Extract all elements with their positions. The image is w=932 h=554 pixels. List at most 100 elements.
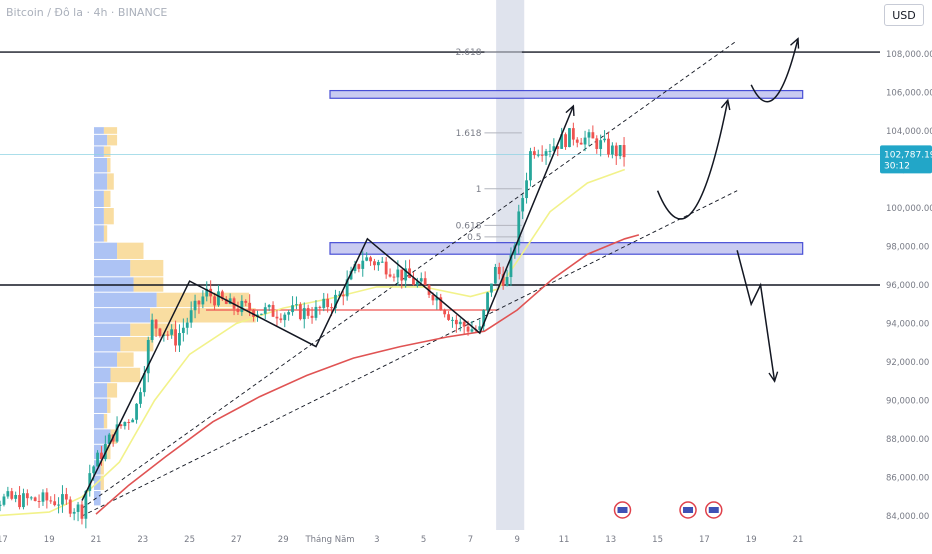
candle-up [131, 419, 135, 423]
candle-up [353, 264, 357, 271]
candle-up [142, 373, 146, 393]
time-axis [0, 530, 932, 550]
time-tick-label: 19 [746, 535, 757, 545]
candle-down [220, 291, 224, 300]
candle-down [33, 497, 37, 501]
supply-demand-zone [329, 89, 804, 99]
candle-up [529, 151, 532, 181]
volume-profile-bar-down [103, 444, 111, 460]
candle-up [552, 146, 556, 151]
time-tick-label: 17 [0, 535, 8, 545]
candle-down [564, 134, 567, 148]
candle-down [224, 299, 228, 304]
candle-down [556, 146, 560, 149]
candle-up [88, 473, 92, 491]
time-tick-label: 7 [468, 535, 473, 545]
candle-up [337, 294, 341, 296]
candle-up [603, 138, 606, 141]
candle-down [244, 300, 248, 303]
price-tick-label: 94,000.00 [886, 320, 929, 330]
candle-up [513, 245, 517, 256]
candles-layer [0, 122, 626, 529]
candle-up [478, 326, 482, 330]
volume-profile-bar-up [94, 323, 131, 336]
wave-arrow-head [565, 104, 575, 116]
volume-profile-bar-down [107, 134, 118, 146]
price-tick-label: 96,000.00 [886, 281, 929, 291]
volume-profile-bar-up [94, 242, 118, 259]
time-tick-label: 29 [278, 535, 289, 545]
volume-profile-bar-down [103, 127, 118, 134]
projected-arrow-head [720, 98, 731, 111]
candle-down [213, 296, 216, 306]
candle-down [501, 274, 505, 286]
candle-up [618, 145, 622, 157]
candle-down [330, 307, 333, 309]
volume-profile-bar-down [150, 308, 256, 323]
candle-down [10, 491, 14, 499]
candle-down [271, 305, 275, 317]
volume-profile-bar-up [94, 190, 104, 207]
time-tick-label: 9 [514, 535, 519, 545]
volume-profile-bar-down [103, 146, 111, 157]
currency-selector[interactable]: USD [884, 4, 924, 26]
price-tick-label: 92,000.00 [886, 358, 929, 368]
candle-up [228, 298, 232, 304]
volume-profile-bar-up [94, 367, 111, 383]
candle-up [107, 434, 111, 444]
projected-path [736, 250, 776, 382]
candle-down [462, 321, 466, 327]
symbol-title: Bitcoin / Đô la · 4h · BINANCE [6, 6, 168, 19]
candle-up [544, 151, 548, 156]
time-tick-label: 13 [605, 535, 616, 545]
price-tick-label: 84,000.00 [886, 512, 929, 522]
candle-down [18, 494, 21, 508]
candle-up [170, 329, 174, 335]
candle-up [0, 504, 2, 506]
candle-down [166, 334, 170, 336]
candle-up [57, 504, 60, 506]
event-markers-layer [613, 501, 723, 519]
volume-profile-bar-up [94, 336, 121, 352]
candle-up [568, 128, 571, 148]
candle-up [295, 304, 298, 306]
volume-profile-bar-up [94, 308, 151, 323]
price-tick-label: 88,000.00 [886, 435, 929, 445]
candle-up [302, 308, 306, 320]
price-tick-label: 104,000.00 [886, 127, 932, 137]
volume-profile-bar-up [94, 225, 104, 242]
candle-up [72, 511, 76, 514]
candle-down [614, 145, 618, 157]
candle-down [423, 278, 427, 286]
volume-profile-bar-up [94, 127, 104, 134]
moving-average-fast [0, 168, 626, 517]
candle-down [310, 315, 314, 318]
candle-up [6, 491, 10, 497]
candle-down [369, 257, 372, 262]
candle-down [279, 318, 283, 321]
time-tick-label: 17 [699, 535, 710, 545]
candle-up [610, 145, 614, 155]
candle-down [443, 310, 447, 315]
volume-profile-bar-up [94, 383, 108, 398]
time-tick-label: 15 [652, 535, 663, 545]
candle-up [92, 466, 96, 474]
candle-down [575, 139, 579, 143]
candle-down [174, 329, 177, 346]
candle-down [388, 274, 392, 277]
candle-up [115, 424, 119, 442]
volume-profile-bar-down [110, 367, 141, 383]
candle-down [447, 314, 450, 320]
volume-profile-bar-up [94, 157, 108, 173]
candle-up [458, 321, 462, 325]
candle-up [217, 291, 220, 306]
time-tick-label: 19 [44, 535, 55, 545]
time-tick-label: 23 [137, 535, 148, 545]
candle-down [412, 278, 415, 285]
volume-profile-bar-up [94, 259, 131, 277]
candle-up [263, 307, 267, 314]
candle-down [326, 298, 330, 308]
